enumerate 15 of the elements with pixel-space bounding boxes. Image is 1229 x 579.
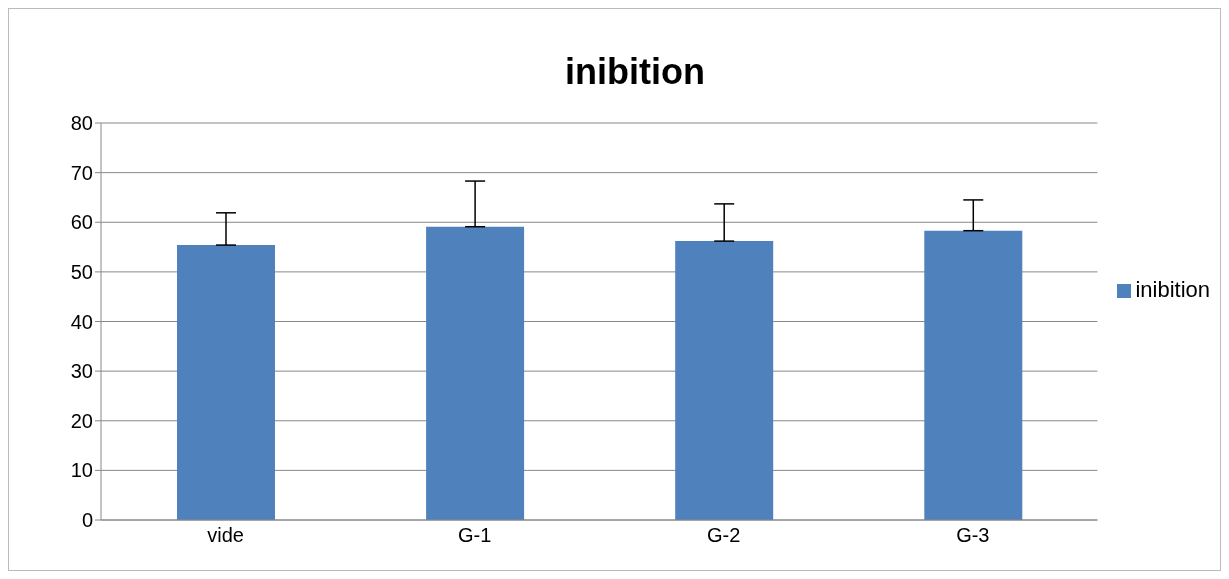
x-tick-label: G-2 [707,524,741,547]
y-tick-label: 50 [70,260,93,283]
y-tick-label: 40 [70,310,93,333]
x-tick-label: G-3 [956,524,990,547]
y-tick-label: 80 [70,112,93,135]
y-tick-label: 10 [70,459,93,482]
y-tick-label: 20 [70,409,93,432]
y-tick-label: 70 [70,161,93,184]
x-tick-label: G-1 [457,524,492,547]
chart-title: inibition [565,51,705,92]
x-tick-label: vide [207,524,244,547]
y-tick-label: 30 [70,360,93,383]
y-tick-label: 0 [81,509,93,532]
legend-label: inibition [1135,276,1210,302]
y-tick-label: 60 [70,211,93,234]
